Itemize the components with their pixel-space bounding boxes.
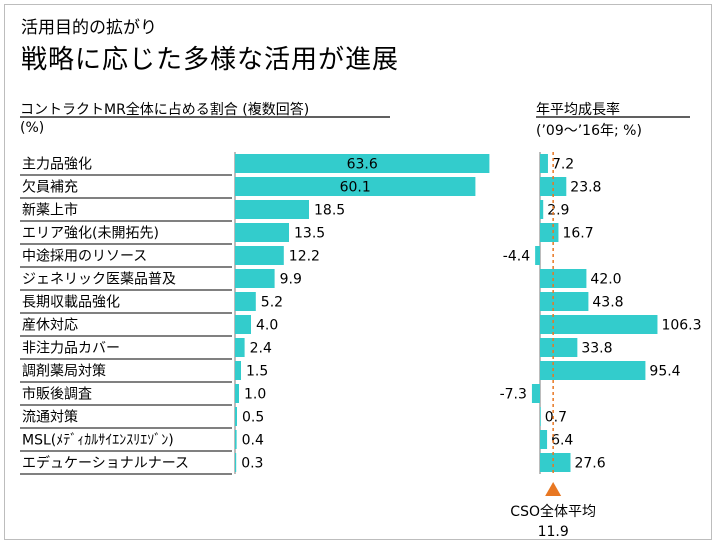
share-value-label: 1.5: [246, 364, 268, 380]
category-label: エデュケーショナルナース: [22, 455, 189, 472]
growth-value-label: 95.4: [649, 364, 680, 380]
growth-value-label: 33.8: [581, 341, 612, 357]
share-bar: [235, 246, 284, 265]
growth-value-label: 6.4: [551, 433, 573, 449]
growth-value-label: -7.3: [500, 387, 527, 403]
growth-bar: [540, 223, 559, 242]
growth-value-label: 2.9: [547, 203, 569, 219]
category-label: 流通対策: [22, 409, 78, 426]
share-value-label: 60.1: [340, 180, 371, 196]
share-value-label: 0.3: [241, 456, 263, 472]
share-bar: [235, 154, 490, 173]
growth-value-label: 42.0: [590, 272, 621, 288]
share-value-label: 0.4: [242, 433, 264, 449]
share-bar: [235, 338, 245, 357]
growth-value-label: 27.6: [574, 456, 605, 472]
share-bar: [235, 453, 237, 472]
growth-bar: [540, 200, 544, 219]
growth-chart-unit: (’09～’16年; %): [536, 123, 642, 139]
growth-value-label: 43.8: [592, 295, 623, 311]
share-bar: [235, 407, 237, 426]
growth-bar: [535, 246, 540, 265]
share-value-label: 2.4: [250, 341, 272, 357]
category-label: 主力品強化: [22, 157, 92, 173]
share-value-label: 12.2: [289, 249, 320, 265]
share-bar: [235, 384, 239, 403]
share-value-label: 0.5: [242, 410, 264, 426]
slide-subtitle: 活用目的の拡がり: [21, 18, 157, 38]
category-label: エリア強化(未開拓先): [22, 226, 159, 242]
share-bar: [235, 292, 256, 311]
share-bar: [235, 177, 476, 196]
share-value-label: 4.0: [256, 318, 278, 334]
share-value-label: 1.0: [244, 387, 266, 403]
growth-bar: [540, 269, 587, 288]
growth-value-label: 7.2: [552, 157, 574, 173]
growth-value-label: -4.4: [503, 249, 530, 265]
growth-value-label: 0.7: [545, 410, 567, 426]
growth-bar: [540, 407, 541, 426]
growth-bar: [540, 361, 646, 380]
category-label: 長期収載品強化: [22, 295, 120, 311]
growth-bar: [540, 338, 578, 357]
growth-bar: [540, 292, 589, 311]
share-bar: [235, 430, 237, 449]
growth-value-label: 23.8: [570, 180, 601, 196]
share-value-label: 9.9: [280, 272, 302, 288]
share-chart-unit: (%): [20, 120, 45, 136]
share-value-label: 18.5: [314, 203, 345, 219]
category-label: ジェネリック医薬品普及: [22, 272, 176, 288]
category-label: 産休対応: [22, 318, 78, 334]
share-bar: [235, 361, 241, 380]
share-value-label: 5.2: [261, 295, 283, 311]
share-chart-title: コントラクトMR全体に占める割合 (複数回答): [20, 102, 310, 118]
growth-bar: [531, 384, 540, 403]
growth-value-label: 106.3: [661, 318, 701, 334]
share-bar: [235, 269, 275, 288]
category-label: 中途採用のリソース: [22, 248, 147, 265]
share-value-label: 13.5: [294, 226, 325, 242]
growth-bar: [540, 154, 548, 173]
category-label: MSL(ﾒﾃﾞｨｶﾙｻｲｴﾝｽﾘｴｿﾞﾝ): [22, 433, 174, 449]
share-bar: [235, 223, 289, 242]
growth-bar: [540, 177, 567, 196]
category-label: 欠員補充: [22, 180, 78, 196]
category-label: 新薬上市: [22, 202, 78, 219]
category-label: 市販後調査: [22, 386, 92, 403]
average-marker: [545, 482, 562, 496]
growth-value-label: 16.7: [562, 226, 593, 242]
growth-bar: [540, 315, 658, 334]
share-bar: [235, 200, 309, 219]
category-label: 非注力品カバー: [22, 341, 120, 357]
average-label: CSO全体平均: [510, 503, 596, 520]
slide-title: 戦略に応じた多様な活用が進展: [21, 45, 400, 75]
growth-chart-title: 年平均成長率: [536, 102, 620, 118]
share-bar: [235, 315, 251, 334]
average-value-label: 11.9: [538, 524, 569, 540]
category-label: 調剤薬局対策: [22, 363, 106, 380]
share-value-label: 63.6: [347, 157, 378, 173]
growth-bar: [540, 430, 548, 449]
growth-bar: [540, 453, 571, 472]
